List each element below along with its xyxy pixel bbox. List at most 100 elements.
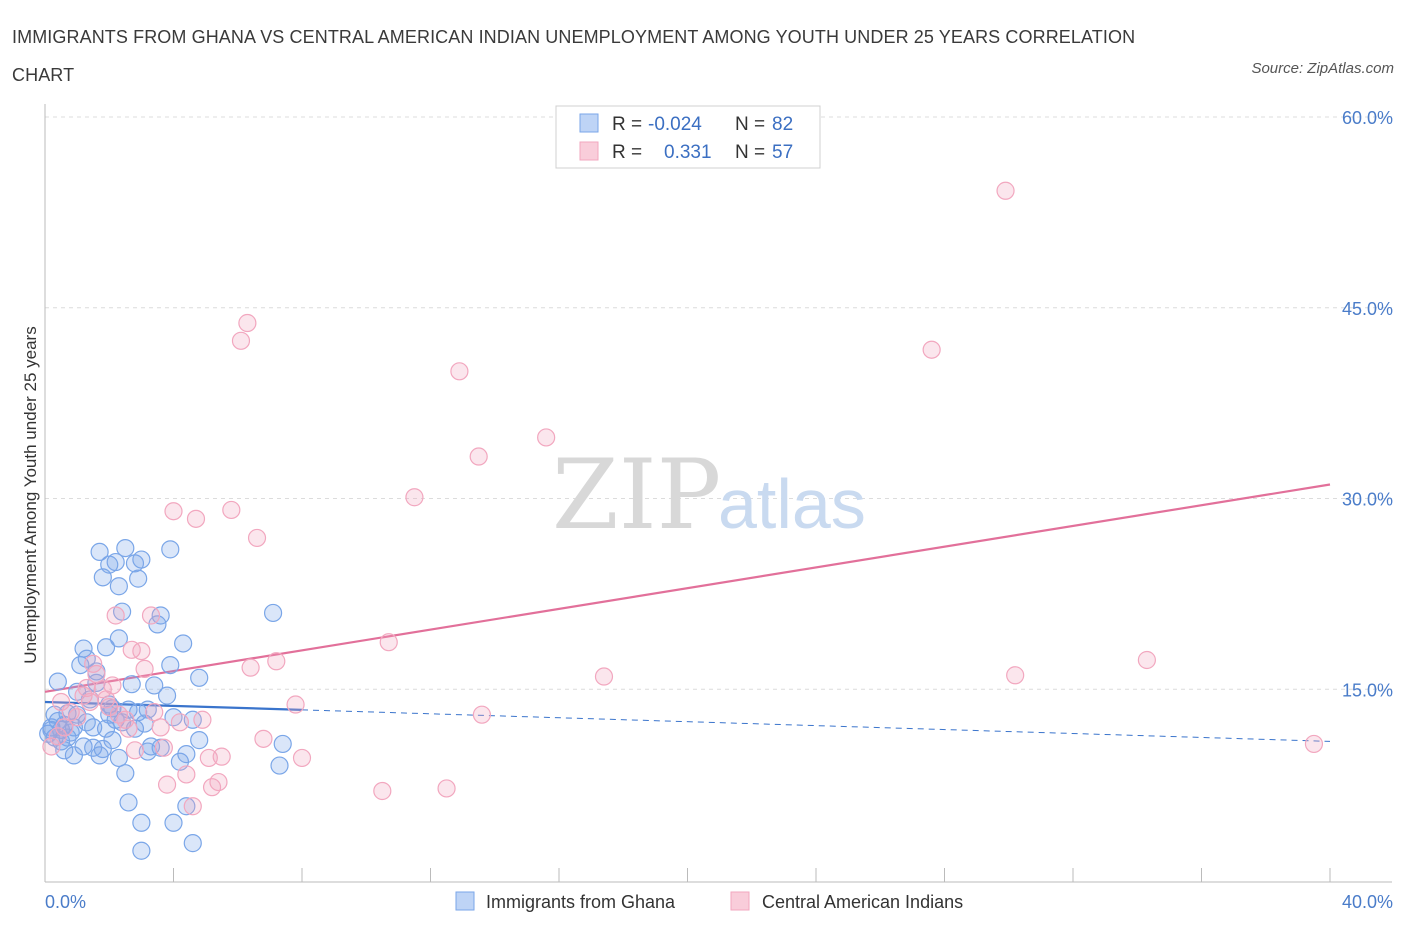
chart-title: IMMIGRANTS FROM GHANA VS CENTRAL AMERICA… — [12, 27, 1136, 85]
chart-source: Source: ZipAtlas.com — [1251, 60, 1394, 77]
series-legend: Immigrants from Ghana Central American I… — [455, 891, 963, 912]
ghana-point-51 — [145, 676, 164, 695]
data-points — [39, 181, 1324, 860]
ghana-point-53 — [151, 606, 170, 625]
ghana-point-38 — [132, 550, 151, 569]
ghana-trend-line-dashed — [301, 709, 1331, 742]
ghana-point-35 — [116, 538, 135, 558]
cai-point-24 — [145, 703, 164, 722]
legend-n-value-cai: 57 — [772, 142, 793, 163]
cai-point-8 — [80, 692, 100, 712]
cai-point-57 — [996, 181, 1015, 200]
cai-point-27 — [157, 775, 177, 794]
legend-r-value-cai: 0.331 — [664, 142, 712, 163]
stats-legend-box — [555, 105, 821, 169]
y-axis-title: Unemployment Among Youth under 25 years — [21, 326, 40, 663]
legend-n-label-cai: N = — [735, 142, 765, 163]
cai-point-52 — [469, 447, 488, 466]
cai-point-59 — [1137, 650, 1156, 670]
ghana-point-30 — [109, 748, 128, 768]
cai-point-11 — [93, 680, 112, 699]
ghana-point-61 — [190, 668, 209, 687]
ghana-point-24 — [96, 638, 116, 657]
tick-labels: 15.0% 30.0% 45.0% 60.0% 0.0% 40.0% — [45, 108, 1393, 912]
ghana-point-46 — [119, 793, 138, 812]
cai-point-54 — [537, 428, 556, 447]
cai-point-20 — [125, 741, 145, 760]
cai-point-36 — [209, 772, 228, 792]
cai-point-60 — [1304, 734, 1324, 754]
cai-point-32 — [186, 509, 206, 528]
cai-point-37 — [212, 747, 231, 766]
ghana-point-58 — [177, 745, 196, 764]
cai-point-30 — [177, 765, 196, 784]
cai-point-15 — [106, 606, 125, 625]
cai-trend-line — [44, 483, 1331, 693]
cai-point-42 — [247, 528, 267, 548]
ghana-point-31 — [116, 764, 135, 783]
series-label-cai: Central American Indians — [762, 892, 963, 912]
legend-r-value-ghana: -0.024 — [648, 114, 702, 135]
cai-point-19 — [122, 640, 141, 659]
cai-point-21 — [132, 641, 151, 661]
stats-legend: R = -0.024 N = 82 R = 0.331 N = 57 — [555, 105, 821, 169]
legend-n-value-ghana: 82 — [772, 114, 793, 135]
cai-point-40 — [238, 313, 257, 333]
legend-r-label-ghana: R = — [612, 114, 642, 135]
cai-point-13 — [100, 697, 119, 717]
cai-point-58 — [1006, 666, 1025, 685]
ghana-point-39 — [109, 577, 128, 596]
y-tick-label-1: 30.0% — [1342, 490, 1393, 510]
y-tick-label-0: 15.0% — [1342, 680, 1393, 700]
ghana-point-72 — [270, 756, 289, 775]
cai-point-56 — [922, 340, 941, 359]
cai-point-31 — [183, 797, 202, 816]
cai-point-34 — [199, 748, 218, 768]
cai-point-46 — [292, 748, 312, 768]
cai-point-29 — [170, 713, 190, 732]
cai-point-44 — [267, 652, 286, 671]
x-tick-label-0: 0.0% — [45, 892, 86, 912]
cai-point-0 — [42, 737, 61, 756]
series-label-ghana: Immigrants from Ghana — [486, 892, 676, 912]
cai-point-41 — [241, 658, 260, 677]
ghana-point-18 — [74, 737, 93, 756]
ghana-point-7 — [48, 672, 67, 691]
y-tick-label-2: 45.0% — [1342, 299, 1393, 319]
ghana-point-33 — [122, 675, 141, 694]
cai-point-14 — [103, 676, 122, 695]
ghana-point-41 — [109, 629, 128, 648]
watermark-atlas: atlas — [718, 465, 866, 543]
ghana-point-64 — [164, 813, 183, 832]
watermark-zip: ZIP — [552, 439, 721, 551]
cai-point-39 — [231, 331, 251, 350]
ghana-point-29 — [103, 731, 122, 750]
cai-point-45 — [286, 695, 305, 714]
ghana-point-55 — [161, 655, 180, 675]
cai-point-5 — [68, 708, 87, 727]
ghana-point-60 — [190, 731, 209, 750]
legend-swatch-cai — [579, 141, 599, 161]
cai-point-9 — [84, 654, 103, 673]
ghana-point-47 — [132, 813, 151, 832]
cai-point-7 — [77, 678, 96, 698]
ghana-point-12 — [74, 639, 93, 658]
ghana-point-71 — [273, 734, 292, 754]
cai-point-33 — [193, 710, 212, 729]
ghana-point-20 — [84, 738, 103, 757]
cai-point-10 — [87, 664, 106, 684]
cai-point-53 — [472, 705, 491, 724]
cai-point-49 — [405, 488, 424, 507]
cai-point-51 — [450, 362, 469, 381]
ghana-point-63 — [183, 834, 202, 853]
cai-point-2 — [55, 718, 74, 737]
cai-point-1 — [48, 727, 67, 746]
ghana-point-54 — [157, 686, 177, 705]
cai-point-23 — [141, 606, 161, 625]
ghana-point-66 — [174, 634, 193, 653]
cai-point-43 — [254, 729, 273, 748]
gridlines — [45, 116, 1392, 690]
cai-point-55 — [594, 667, 614, 686]
cai-point-50 — [437, 779, 456, 798]
ghana-point-70 — [263, 603, 283, 623]
